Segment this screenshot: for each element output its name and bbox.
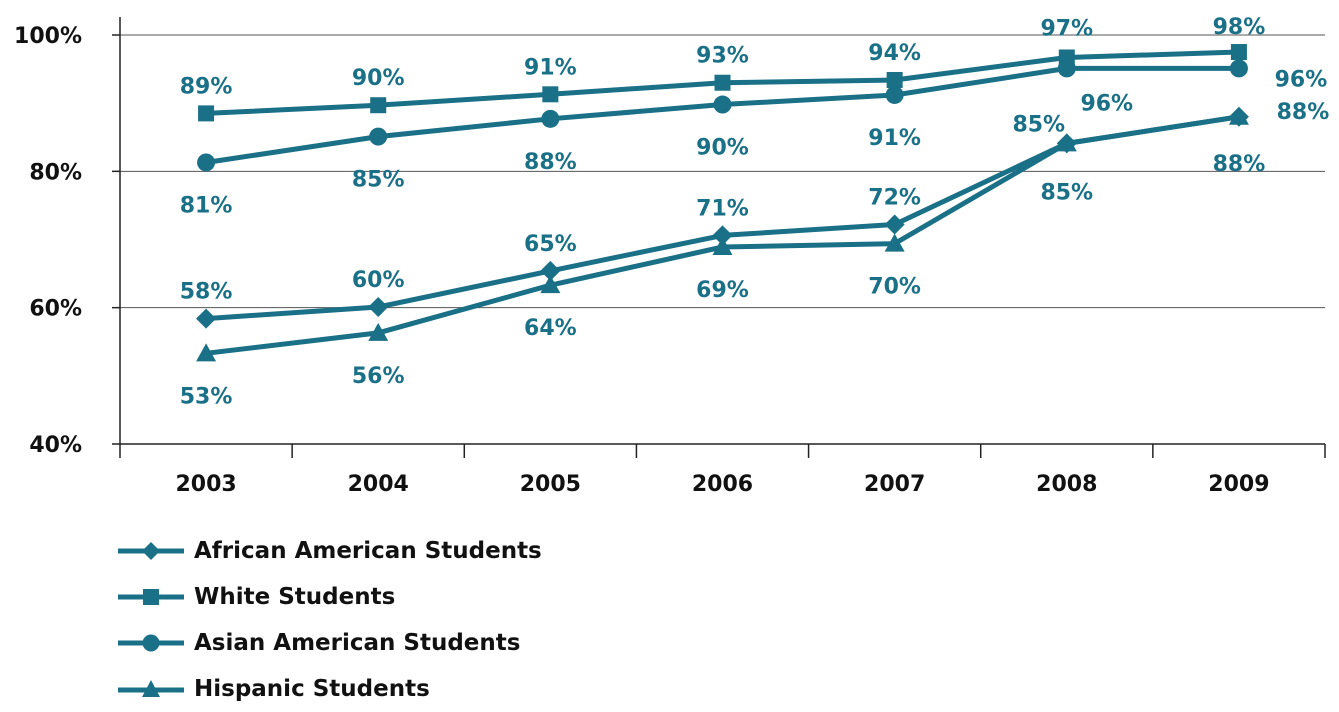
square-marker-white — [1230, 44, 1247, 61]
x-tick-label: 2007 — [864, 472, 925, 497]
diamond-marker-icon — [118, 542, 184, 560]
legend-item-hispanic: Hispanic Students — [118, 666, 542, 712]
data-label-african-american: 65% — [524, 232, 577, 257]
circle-marker-asian-american — [369, 127, 388, 146]
data-label-african-american: 88% — [1277, 100, 1330, 125]
x-tick-label: 2008 — [1036, 472, 1097, 497]
legend-item-asian-american: Asian American Students — [118, 620, 542, 666]
square-marker-white — [198, 105, 215, 122]
diamond-marker-african-american — [540, 260, 561, 281]
data-label-asian-american: 96% — [1080, 91, 1133, 116]
data-label-hispanic: 64% — [524, 316, 577, 341]
data-label-african-american: 58% — [180, 280, 233, 305]
data-label-white: 93% — [696, 44, 749, 69]
circle-marker-asian-american — [1229, 59, 1248, 78]
square-marker-icon — [118, 589, 184, 605]
square-marker-white — [886, 71, 903, 88]
x-tick-label: 2004 — [348, 472, 409, 497]
data-label-hispanic: 88% — [1213, 152, 1266, 177]
legend-label: White Students — [194, 584, 396, 610]
data-label-hispanic: 56% — [352, 364, 405, 389]
data-label-asian-american: 90% — [696, 136, 749, 161]
data-label-african-american: 60% — [352, 268, 405, 293]
circle-marker-asian-american — [1057, 59, 1076, 78]
triangle-marker-hispanic — [540, 275, 561, 294]
circle-marker-icon — [118, 634, 184, 652]
legend-label: Hispanic Students — [194, 676, 430, 702]
data-label-white: 91% — [524, 55, 577, 80]
triangle-marker-hispanic — [196, 343, 217, 362]
legend-item-african-american: African American Students — [118, 528, 542, 574]
square-marker-white — [542, 86, 559, 103]
y-tick-label: 60% — [29, 297, 82, 322]
data-label-african-american: 72% — [868, 186, 921, 211]
diamond-marker-african-american — [196, 308, 217, 329]
data-label-hispanic: 85% — [1040, 180, 1093, 205]
circle-marker-asian-american — [197, 153, 216, 172]
data-label-white: 89% — [180, 74, 233, 99]
data-label-african-american: 85% — [1012, 112, 1065, 137]
circle-marker-asian-american — [885, 85, 904, 104]
y-tick-label: 40% — [29, 433, 82, 458]
legend-item-white: White Students — [118, 574, 542, 620]
y-tick-label: 100% — [14, 24, 82, 49]
triangle-marker-hispanic — [368, 322, 389, 341]
circle-marker-asian-american — [713, 95, 732, 114]
square-marker-white — [370, 97, 387, 114]
y-tick-label: 80% — [29, 160, 82, 185]
chart-legend: African American Students White Students… — [118, 528, 542, 712]
triangle-marker-hispanic — [884, 233, 905, 252]
triangle-marker-hispanic — [712, 236, 733, 255]
circle-marker-asian-american — [541, 109, 560, 128]
triangle-marker-hispanic — [1228, 106, 1249, 125]
x-tick-label: 2006 — [692, 472, 753, 497]
x-tick-label: 2003 — [175, 472, 236, 497]
data-label-asian-american: 85% — [352, 168, 405, 193]
data-label-asian-american: 91% — [868, 126, 921, 151]
legend-label: Asian American Students — [194, 630, 521, 656]
data-label-hispanic: 70% — [868, 275, 921, 300]
triangle-marker-hispanic — [1056, 133, 1077, 152]
x-tick-label: 2005 — [520, 472, 581, 497]
data-label-hispanic: 69% — [696, 278, 749, 303]
triangle-marker-icon — [118, 680, 184, 697]
data-label-white: 98% — [1213, 15, 1266, 40]
data-label-asian-american: 96% — [1275, 67, 1328, 92]
data-label-asian-american: 81% — [180, 193, 233, 218]
legend-label: African American Students — [194, 538, 542, 564]
square-marker-white — [714, 74, 731, 91]
data-label-white: 97% — [1040, 16, 1093, 41]
x-tick-label: 2009 — [1208, 472, 1269, 497]
data-label-white: 94% — [868, 41, 921, 66]
diamond-marker-african-american — [368, 296, 389, 317]
data-label-hispanic: 53% — [180, 384, 233, 409]
data-label-white: 90% — [352, 66, 405, 91]
data-label-african-american: 71% — [696, 196, 749, 221]
diamond-marker-african-american — [884, 214, 905, 235]
data-label-asian-american: 88% — [524, 150, 577, 175]
diamond-marker-african-american — [712, 225, 733, 246]
